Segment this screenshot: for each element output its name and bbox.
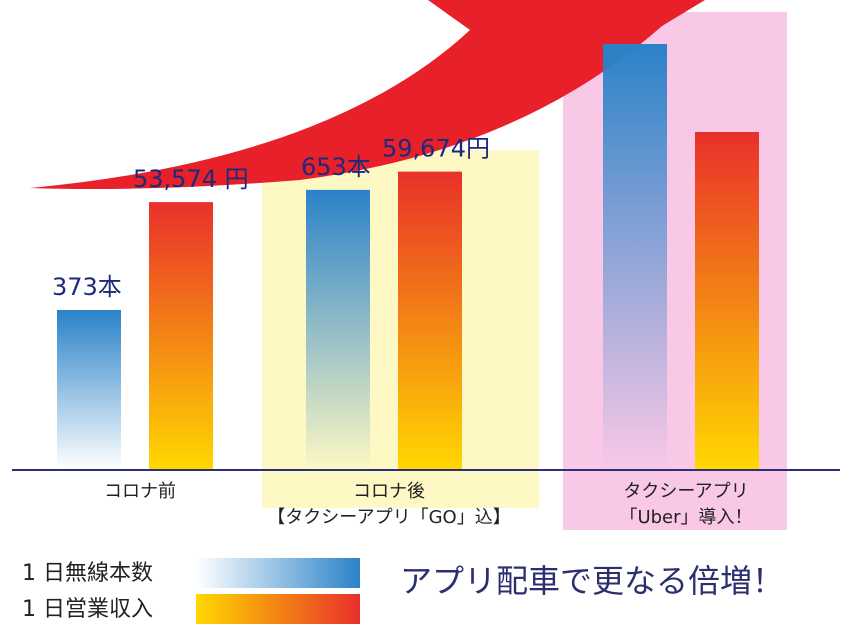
bar bbox=[57, 310, 121, 470]
value-label: 53,574 円 bbox=[133, 165, 249, 193]
x-tick-label: 「Uber」導入！ bbox=[619, 507, 752, 528]
page: {"chart_data": {"type": "bar", "categori… bbox=[0, 0, 858, 625]
legend-label: 1 日無線本数 bbox=[22, 561, 153, 586]
legend-label: 1 日営業収入 bbox=[22, 597, 153, 622]
bar bbox=[695, 132, 759, 470]
chart: 373本 653本 53,574 円 59,674円 コロナ前 コロナ後【タクシーアプリ… bbox=[0, 0, 858, 625]
slogan: アプリ配車で更なる倍増！ bbox=[400, 562, 784, 600]
x-tick-label: コロナ前 bbox=[104, 481, 176, 502]
bar bbox=[149, 202, 213, 470]
value-label: 373本 bbox=[52, 273, 122, 301]
bar bbox=[603, 44, 667, 470]
x-tick-label: タクシーアプリ bbox=[623, 481, 748, 502]
bar bbox=[306, 190, 370, 470]
legend-swatch bbox=[196, 558, 360, 588]
value-label: 59,674円 bbox=[382, 135, 490, 163]
bar bbox=[398, 172, 462, 470]
x-tick-label: 【タクシーアプリ「GO」込】 bbox=[267, 507, 510, 528]
legend-swatch bbox=[196, 594, 360, 624]
value-label: 653本 bbox=[301, 153, 371, 181]
x-tick-label: コロナ後 bbox=[353, 481, 425, 502]
